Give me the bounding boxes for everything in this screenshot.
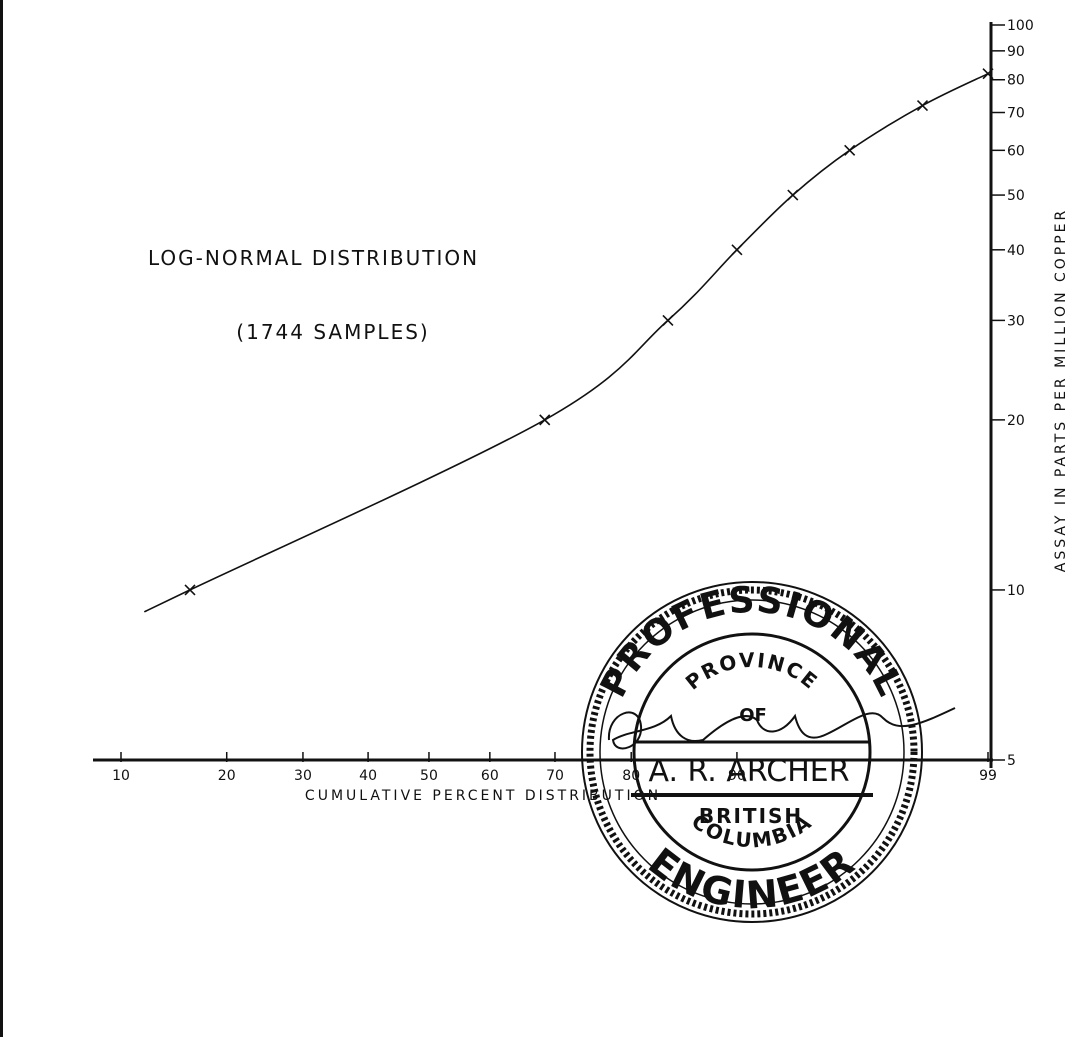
seal-top-text: PROFESSIONAL <box>593 580 911 704</box>
y-tick-label-30: 30 <box>1007 313 1025 329</box>
seal-british-text: BRITISH <box>699 804 803 828</box>
x-tick-label-60: 60 <box>481 768 499 784</box>
x-axis-title: CUMULATIVE PERCENT DISTRIBUTION <box>305 788 661 804</box>
data-point-mark <box>662 314 674 326</box>
y-tick-label-80: 80 <box>1007 73 1025 89</box>
signature <box>607 707 956 750</box>
data-point-1 <box>539 414 551 426</box>
data-point-7 <box>982 68 994 80</box>
y-tick-label-20: 20 <box>1007 413 1025 429</box>
series-layer <box>144 68 994 613</box>
y-tick-label-40: 40 <box>1007 243 1025 259</box>
seal-outer-ring <box>581 581 923 923</box>
y-axis-title: ASSAY IN PARTS PER MILLION COPPER <box>1053 208 1069 572</box>
series-line-0 <box>144 72 989 613</box>
y-tick-label-70: 70 <box>1007 106 1025 122</box>
data-point-mark <box>787 189 799 201</box>
y-tick-label-10: 10 <box>1007 583 1025 599</box>
data-point-mark <box>844 144 856 156</box>
seal-rope-border <box>586 586 918 918</box>
chart-svg: 10 20 30 40 50 60 70 80 90 9951020304050607080901… <box>93 18 1069 923</box>
seal-province-text: PROVINCE <box>681 648 823 695</box>
y-tick-label-50: 50 <box>1007 188 1025 204</box>
data-point-mark <box>982 68 994 80</box>
data-point-3 <box>731 244 743 256</box>
data-point-5 <box>844 144 856 156</box>
seal-of-text: OF <box>739 705 767 726</box>
seal-name-text: A. R. ARCHER <box>648 754 849 789</box>
data-point-4 <box>787 189 799 201</box>
x-tick-label-50: 50 <box>420 768 438 784</box>
x-tick-label-70: 70 <box>546 768 564 784</box>
data-point-mark <box>539 414 551 426</box>
axes-layer: 10 20 30 40 50 60 70 80 90 9951020304050607080901… <box>93 18 1069 804</box>
chart-title: LOG-NORMAL DISTRIBUTION <box>148 246 479 270</box>
seal-inner-ring-outer <box>599 599 905 905</box>
y-tick-label-5: 5 <box>1007 753 1016 769</box>
x-tick-label-90: 90 <box>728 768 746 784</box>
data-point-mark <box>731 244 743 256</box>
data-point-6 <box>916 100 929 112</box>
x-tick-label-30: 30 <box>294 768 312 784</box>
data-point-2 <box>662 314 674 326</box>
x-tick-label-20: 20 <box>218 768 236 784</box>
x-tick-label-10: 10 <box>112 768 130 784</box>
y-tick-label-90: 90 <box>1007 44 1025 60</box>
x-tick-label-40: 40 <box>359 768 377 784</box>
y-tick-label-100: 100 <box>1007 18 1034 34</box>
x-tick-label-99: 99 <box>979 768 997 784</box>
seal-inner-ring <box>632 632 872 872</box>
data-point-mark <box>184 584 196 596</box>
y-tick-label-60: 60 <box>1007 143 1025 159</box>
engineer-seal: PROFESSIONAL ENGINEER PROVINCE COLUMBIA … <box>581 580 956 923</box>
chart-subtitle: (1744 SAMPLES) <box>236 320 429 344</box>
data-point-mark <box>916 100 929 112</box>
data-point-0 <box>184 584 196 596</box>
